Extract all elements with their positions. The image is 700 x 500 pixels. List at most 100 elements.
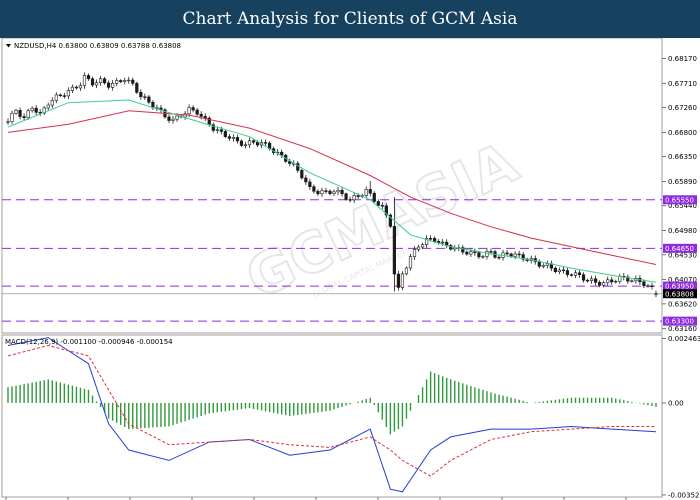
candle [239,139,244,147]
candle-body [175,115,179,120]
candle-body [50,100,54,106]
candle [497,254,501,260]
candle [247,137,252,148]
candle-body [465,251,469,255]
candle [630,279,634,283]
candle [453,245,457,252]
candle [288,158,292,167]
price-level-label-bg [663,243,697,253]
candle [445,239,449,249]
candle-body [26,110,30,118]
candle-body [167,116,171,121]
candle-body [356,195,360,197]
candle-body [227,136,231,139]
candle-body [392,226,396,275]
candle [98,75,103,86]
candle-body [300,170,304,179]
candle-body [98,78,103,83]
candle [127,76,131,84]
candle-body [630,280,634,282]
candle [513,251,517,260]
candle-body [650,285,654,287]
candle [618,273,622,284]
main-y-tick-label: 0.63620 [668,300,697,308]
candle-body [585,279,590,282]
candle [54,92,58,104]
candle [328,189,332,196]
candle [481,254,485,259]
candle-body [541,264,545,267]
candle-body [143,96,147,98]
candle [598,280,602,288]
candle-body [131,79,135,84]
candle [82,72,87,89]
candle-body [30,107,34,112]
macd-header: MACD(12,26,9) -0.001100 -0.000946 -0.000… [5,338,173,346]
candle [424,235,429,248]
main-y-tick-label: 0.65890 [668,178,697,186]
macd-y-tick-label: 0.002463 [668,335,700,343]
candle [243,141,248,149]
candle-body [42,107,46,114]
candle-body [553,267,557,272]
candle [650,282,654,290]
candle [211,122,215,133]
candle-body [505,252,509,255]
candle-body [461,247,465,253]
candle [107,80,111,90]
macd-pane-frame [1,334,663,498]
main-y-tick-label: 0.65440 [668,202,697,210]
candle-body [304,177,308,183]
candle-body [247,140,252,146]
candle [300,168,304,180]
main-pane-frame [1,38,663,334]
candle-body [545,263,549,266]
candle [131,77,135,86]
candle-body [521,254,525,260]
candle [78,82,83,91]
candle [561,266,566,274]
candle [553,266,557,274]
main-y-tick-label: 0.67260 [668,104,697,112]
candle-body [537,261,541,267]
candle-body [412,249,417,257]
candle-body [243,144,248,146]
candle-body [565,270,570,275]
candle [66,87,70,100]
candle-body [573,272,578,276]
candle-body [203,116,207,119]
candle [263,139,268,147]
candle-body [602,282,606,286]
main-chart-header: NZDUSD,H4 0.63800 0.63809 0.63788 0.6380… [14,42,181,50]
candle [143,93,147,101]
candle [614,279,618,284]
candle [135,81,139,95]
candle-body [34,107,38,113]
candle-body [328,190,332,194]
candle [336,187,340,196]
candle [541,263,545,269]
candle-body [577,272,582,275]
candle-body [372,192,376,202]
candle-body [320,190,324,195]
banner-title: Chart Analysis for Clients of GCM Asia [182,9,518,29]
main-y-tick-label: 0.68170 [668,55,697,63]
candle [10,110,14,125]
chart-banner: Chart Analysis for Clients of GCM Asia [0,0,700,38]
candle-body [14,110,18,114]
candle-body [171,118,175,121]
candle-body [90,78,95,86]
candle [58,93,62,98]
candle [86,73,91,81]
candle-body [376,201,380,206]
candle-body [344,193,348,200]
candle-body [626,276,630,282]
candle [22,113,26,121]
candle-body [348,199,352,201]
candle [352,192,356,204]
candle-body [22,116,26,118]
candle [569,273,574,277]
candle-body [424,238,429,246]
candle-body [340,189,344,195]
